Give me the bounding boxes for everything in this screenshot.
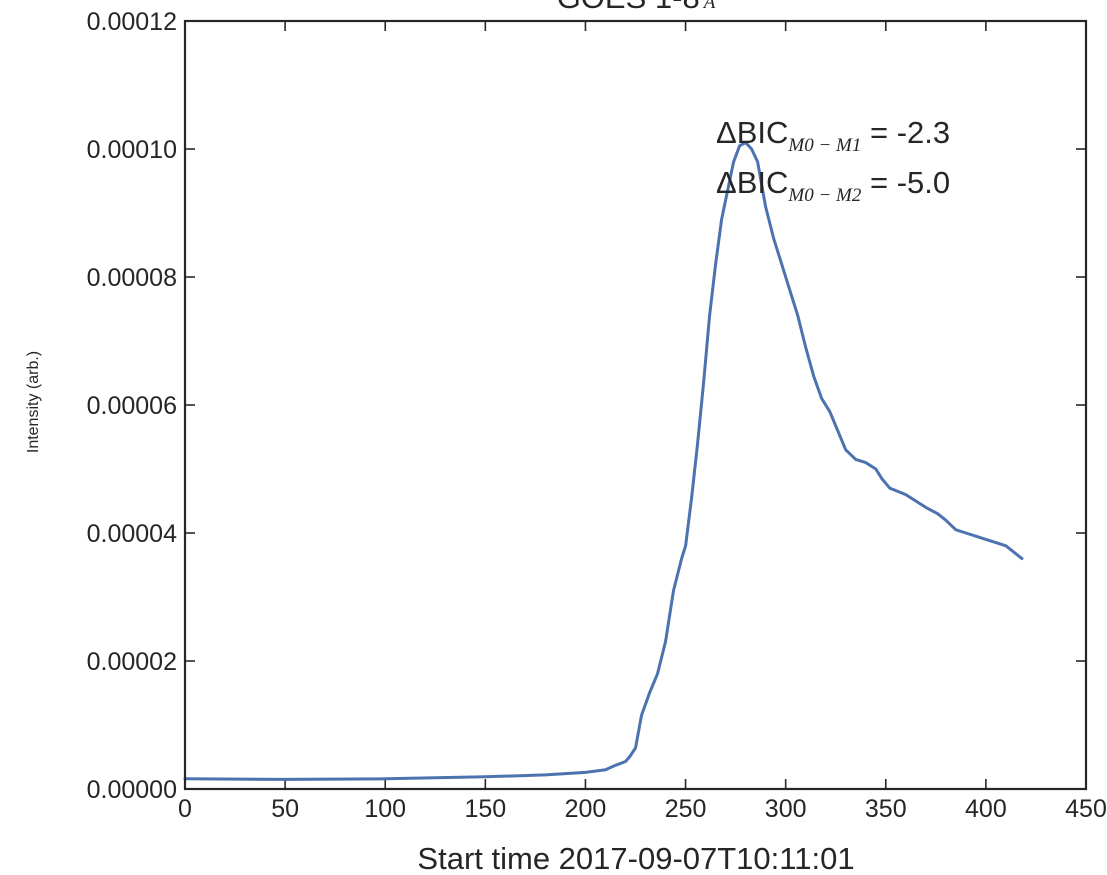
x-tick-label: 200	[565, 795, 607, 823]
x-axis-label: Start time 2017-09-07T10:11:01	[417, 841, 854, 875]
x-axis: 0 50 100 150 200 250 300 350 400 450	[178, 21, 1107, 823]
y-tick-label: 0.00012	[87, 8, 177, 36]
y-tick-label: 0.00004	[87, 520, 177, 548]
x-tick-label: 150	[464, 795, 506, 823]
y-axis: 0.00000 0.00002 0.00004 0.00006 0.00008 0.000…	[87, 8, 1086, 804]
y-tick-label: 0.00000	[87, 776, 177, 804]
annotation-bic-m2: ΔBICM0 − M2 = -5.0	[716, 165, 950, 206]
y-tick-label: 0.00010	[87, 136, 177, 164]
chart-title-main: GOES 1-8	[557, 0, 700, 15]
annotation-bic-m1-subscript: M0 − M1	[787, 135, 861, 156]
annotation-bic-m2-suffix: = -5.0	[861, 165, 950, 200]
x-tick-label: 50	[271, 795, 299, 823]
x-tick-label: 100	[364, 795, 406, 823]
annotation-bic-m2-subscript: M0 − M2	[787, 185, 861, 206]
x-tick-label: 0	[178, 795, 192, 823]
chart-title-sub: Å	[702, 0, 716, 13]
annotation-bic-m2-prefix: ΔBIC	[716, 165, 788, 200]
series-layer	[183, 141, 1024, 781]
x-tick-label: 250	[665, 795, 707, 823]
plot-frame	[183, 19, 1088, 791]
y-tick-label: 0.00008	[87, 264, 177, 292]
x-tick-label: 450	[1065, 795, 1107, 823]
y-tick-label: 0.00002	[87, 648, 177, 676]
x-tick-label: 300	[765, 795, 807, 823]
x-tick-label: 350	[865, 795, 907, 823]
annotation-bic-m1-suffix: = -2.3	[861, 115, 950, 150]
chart-title: GOES 1-8Å	[557, 0, 716, 15]
y-axis-label: Intensity (arb.)	[25, 351, 42, 453]
annotation-bic-m1-prefix: ΔBIC	[716, 115, 788, 150]
annotation-bic-m1: ΔBICM0 − M1 = -2.3	[716, 115, 950, 156]
series-line	[183, 141, 1024, 781]
y-tick-label: 0.00006	[87, 392, 177, 420]
x-tick-label: 400	[965, 795, 1007, 823]
